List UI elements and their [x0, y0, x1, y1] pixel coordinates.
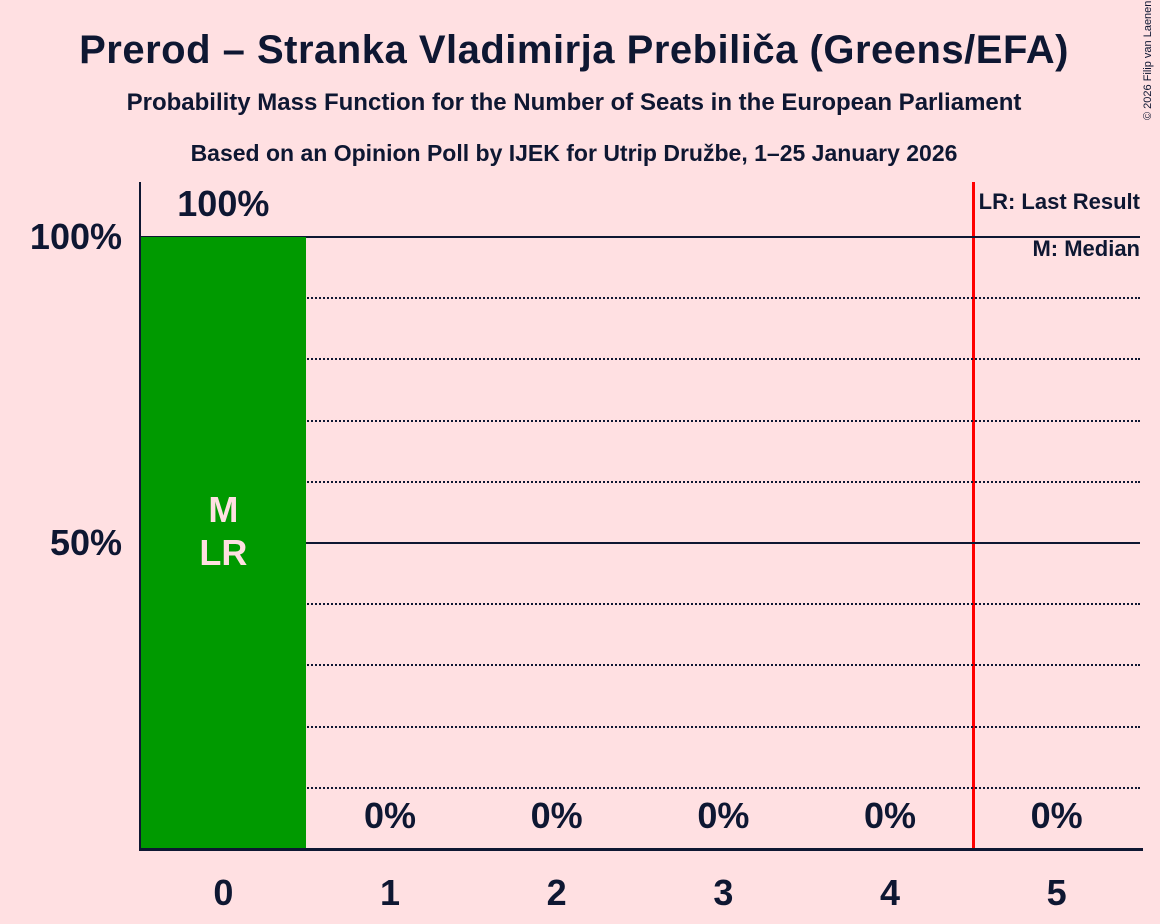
y-axis-line [139, 182, 141, 851]
gridline-10pct [140, 786, 1140, 789]
x-tick-label: 4 [879, 872, 900, 913]
x-tick-label: 2 [546, 872, 567, 913]
x-tick-label: 5 [1046, 872, 1067, 913]
legend-last-result: LR: Last Result [978, 189, 1140, 214]
annotation-m-label: M [208, 489, 239, 530]
gridline-80pct [140, 358, 1140, 361]
gridline-100pct [140, 236, 1140, 239]
bar-value-label: 0% [697, 795, 750, 836]
median-last-result-annotation: M LR [140, 488, 307, 574]
x-axis-line [139, 848, 1143, 851]
legend-median: M: Median [1032, 236, 1140, 261]
gridline-50pct [140, 542, 1140, 545]
chart-plot-area: 100% 0% 0% 0% 0% 0% M LR [140, 182, 1140, 849]
x-tick-label: 0 [213, 872, 234, 913]
y-tick-label: 50% [49, 522, 122, 564]
red-threshold-line [971, 182, 975, 848]
gridline-20pct [140, 725, 1140, 728]
x-tick-label: 3 [713, 872, 734, 913]
x-tick-label: 1 [379, 872, 400, 913]
y-tick-label: 100% [29, 216, 122, 258]
chart-source-line: Based on an Opinion Poll by IJEK for Utr… [190, 140, 958, 166]
gridline-70pct [140, 419, 1140, 422]
gridline-40pct [140, 603, 1140, 606]
gridline-90pct [140, 297, 1140, 300]
bar-value-label: 100% [177, 183, 270, 225]
bar-value-label: 0% [530, 795, 583, 836]
bar-value-label: 0% [863, 795, 916, 836]
bar-value-label: 0% [363, 795, 416, 836]
bar-seats-0 [141, 237, 306, 848]
annotation-lr-label: LR [199, 532, 248, 573]
gridline-30pct [140, 664, 1140, 667]
bar-value-label: 0% [1030, 795, 1083, 836]
gridline-60pct [140, 480, 1140, 483]
chart-subtitle: Probability Mass Function for the Number… [126, 89, 1022, 116]
copyright-notice: © 2026 Filip van Laenen [1142, 0, 1154, 120]
page-title: Prerod – Stranka Vladimirja Prebiliča (G… [79, 28, 1069, 72]
